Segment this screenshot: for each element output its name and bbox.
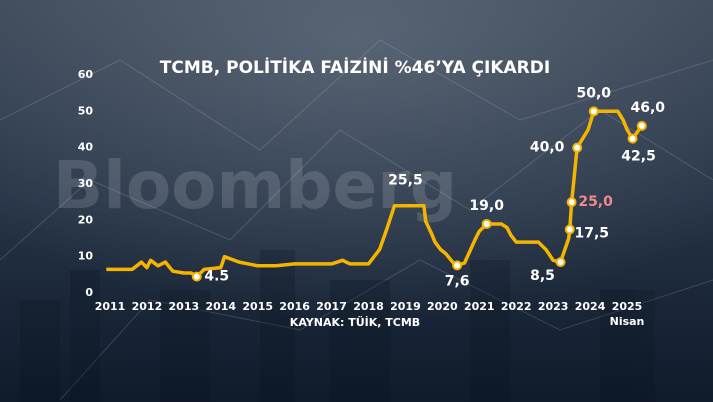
y-tick-label: 10 xyxy=(78,250,94,263)
point-marker xyxy=(191,271,202,282)
watermark: Bloomberg xyxy=(53,147,457,224)
data-label: 50,0 xyxy=(576,85,611,101)
data-label: 19,0 xyxy=(469,198,504,214)
city-decoration xyxy=(20,250,655,402)
y-tick-label: 0 xyxy=(85,286,93,299)
point-marker xyxy=(566,197,577,208)
x-tick-label: 2023 xyxy=(538,300,569,313)
data-label: 40,0 xyxy=(530,140,565,156)
point-marker xyxy=(627,133,638,144)
x-tick-label: 2012 xyxy=(132,300,163,313)
x-tick-label: 2020 xyxy=(427,300,458,313)
y-tick-label: 50 xyxy=(78,104,94,117)
point-marker xyxy=(481,218,492,229)
y-tick-label: 40 xyxy=(78,141,94,154)
x-tick-label: 2013 xyxy=(169,300,200,313)
point-marker xyxy=(452,260,463,271)
x-tick-label: 2024 xyxy=(575,300,606,313)
point-marker xyxy=(572,142,583,153)
x-tick-label: 2018 xyxy=(353,300,384,313)
x-tick-label: 2015 xyxy=(242,300,273,313)
data-label: 25,0 xyxy=(578,194,613,210)
x-tick-label: 2025 xyxy=(612,300,643,313)
source: KAYNAK: TÜİK, TCMB xyxy=(290,315,420,329)
data-label: 7,6 xyxy=(445,273,470,289)
x-note: Nisan xyxy=(610,315,645,328)
y-tick-label: 60 xyxy=(78,68,94,81)
point-marker xyxy=(636,120,647,131)
y-tick-label: 20 xyxy=(78,213,94,226)
data-label: 46,0 xyxy=(630,100,665,116)
point-marker xyxy=(555,257,566,268)
y-tick-label: 30 xyxy=(78,177,94,190)
x-tick-label: 2019 xyxy=(390,300,421,313)
x-tick-label: 2016 xyxy=(279,300,310,313)
x-tick-label: 2011 xyxy=(95,300,126,313)
point-marker xyxy=(588,106,599,117)
x-tick-label: 2014 xyxy=(205,300,236,313)
point-marker xyxy=(564,224,575,235)
data-label: 4.5 xyxy=(204,269,229,285)
data-label: 8,5 xyxy=(530,268,555,284)
x-tick-label: 2017 xyxy=(316,300,347,313)
data-label: 42,5 xyxy=(621,149,656,165)
chart-title: TCMB, POLİTİKA FAİZİNİ %46’YA ÇIKARDI xyxy=(160,56,550,78)
data-label: 25,5 xyxy=(388,172,423,188)
x-tick-label: 2022 xyxy=(501,300,532,313)
data-label: 17,5 xyxy=(574,225,609,241)
x-tick-label: 2021 xyxy=(464,300,495,313)
